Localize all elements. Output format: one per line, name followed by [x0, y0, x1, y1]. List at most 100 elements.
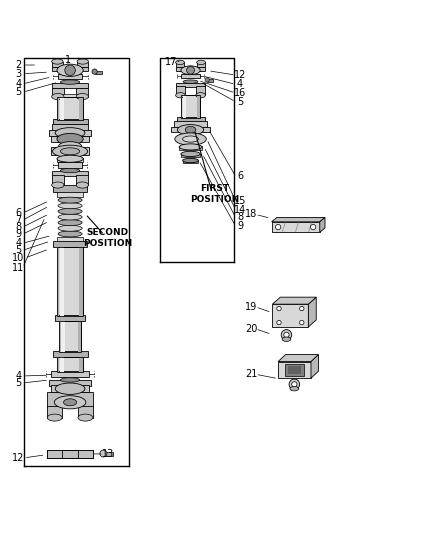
Bar [176, 62, 184, 67]
Bar [57, 247, 60, 316]
Ellipse shape [57, 155, 83, 162]
Ellipse shape [196, 93, 205, 98]
Text: SECOND
POSITION: SECOND POSITION [83, 228, 132, 248]
Bar [62, 94, 78, 98]
Text: 4: 4 [15, 238, 21, 248]
Ellipse shape [54, 395, 86, 409]
Polygon shape [278, 361, 311, 378]
Bar [57, 237, 83, 242]
Bar [57, 247, 83, 316]
Bar [57, 96, 83, 120]
Bar [47, 449, 62, 458]
Bar [55, 314, 85, 321]
Text: 5: 5 [15, 245, 21, 255]
Bar [58, 74, 82, 79]
Ellipse shape [177, 125, 204, 135]
Text: 17: 17 [165, 56, 177, 67]
Bar [198, 95, 200, 118]
Text: 6: 6 [15, 208, 21, 218]
Bar [78, 449, 93, 458]
Bar [57, 96, 83, 120]
Bar [52, 84, 88, 88]
Ellipse shape [300, 306, 304, 311]
Text: 5: 5 [15, 87, 21, 97]
Ellipse shape [183, 80, 198, 84]
Bar [52, 171, 88, 176]
Ellipse shape [58, 225, 82, 231]
Text: 20: 20 [245, 324, 257, 334]
Bar [61, 321, 65, 352]
Bar [49, 379, 91, 386]
Text: 13: 13 [102, 449, 114, 459]
Bar [181, 154, 200, 157]
Bar [285, 364, 304, 376]
Bar [53, 241, 87, 247]
Bar [51, 371, 89, 377]
Bar [76, 88, 88, 96]
Ellipse shape [76, 182, 88, 188]
Bar [79, 96, 83, 120]
Ellipse shape [60, 148, 80, 155]
Ellipse shape [175, 133, 206, 145]
Bar [177, 117, 205, 122]
Text: 6: 6 [237, 171, 243, 181]
Ellipse shape [176, 93, 185, 98]
Bar [53, 351, 88, 357]
Text: 11: 11 [12, 263, 25, 273]
Ellipse shape [282, 337, 291, 342]
Bar [59, 321, 60, 352]
Ellipse shape [58, 208, 82, 214]
Ellipse shape [290, 386, 299, 391]
Ellipse shape [52, 93, 64, 100]
Text: FIRST
POSITION: FIRST POSITION [190, 184, 239, 204]
Bar [180, 95, 182, 118]
Bar [176, 86, 185, 95]
Ellipse shape [281, 329, 292, 340]
Bar [176, 83, 205, 87]
Ellipse shape [52, 182, 64, 188]
Ellipse shape [57, 64, 83, 76]
Bar [57, 357, 83, 372]
Text: 19: 19 [245, 302, 257, 312]
Bar [179, 147, 202, 150]
Bar [78, 321, 81, 352]
Ellipse shape [181, 66, 200, 75]
Ellipse shape [311, 224, 316, 230]
Ellipse shape [183, 158, 198, 163]
Text: 8: 8 [237, 213, 243, 222]
Ellipse shape [181, 151, 200, 157]
Text: 7: 7 [15, 215, 21, 225]
Ellipse shape [300, 320, 304, 325]
Bar [60, 357, 64, 372]
Ellipse shape [176, 60, 184, 64]
Polygon shape [320, 217, 325, 232]
Ellipse shape [183, 136, 198, 142]
Text: 3: 3 [15, 69, 21, 79]
Bar [51, 135, 89, 142]
Text: 5: 5 [237, 97, 243, 107]
Ellipse shape [58, 231, 82, 237]
Ellipse shape [77, 59, 88, 64]
Ellipse shape [205, 78, 209, 82]
Ellipse shape [100, 450, 107, 457]
Bar [181, 74, 200, 78]
Text: 5: 5 [15, 378, 21, 388]
Bar [51, 385, 89, 392]
Ellipse shape [179, 144, 202, 150]
Bar [176, 67, 205, 71]
Bar [60, 96, 64, 120]
Text: 4: 4 [237, 79, 243, 90]
Ellipse shape [58, 203, 82, 209]
Bar [58, 162, 82, 167]
Ellipse shape [55, 128, 85, 138]
Ellipse shape [289, 379, 300, 390]
Ellipse shape [60, 168, 80, 173]
Polygon shape [278, 354, 318, 361]
Bar [171, 127, 210, 133]
Text: 15: 15 [234, 196, 246, 206]
Ellipse shape [47, 414, 62, 421]
Bar [78, 406, 93, 418]
Bar [197, 62, 205, 67]
Text: 16: 16 [234, 88, 246, 98]
Bar [196, 86, 205, 95]
